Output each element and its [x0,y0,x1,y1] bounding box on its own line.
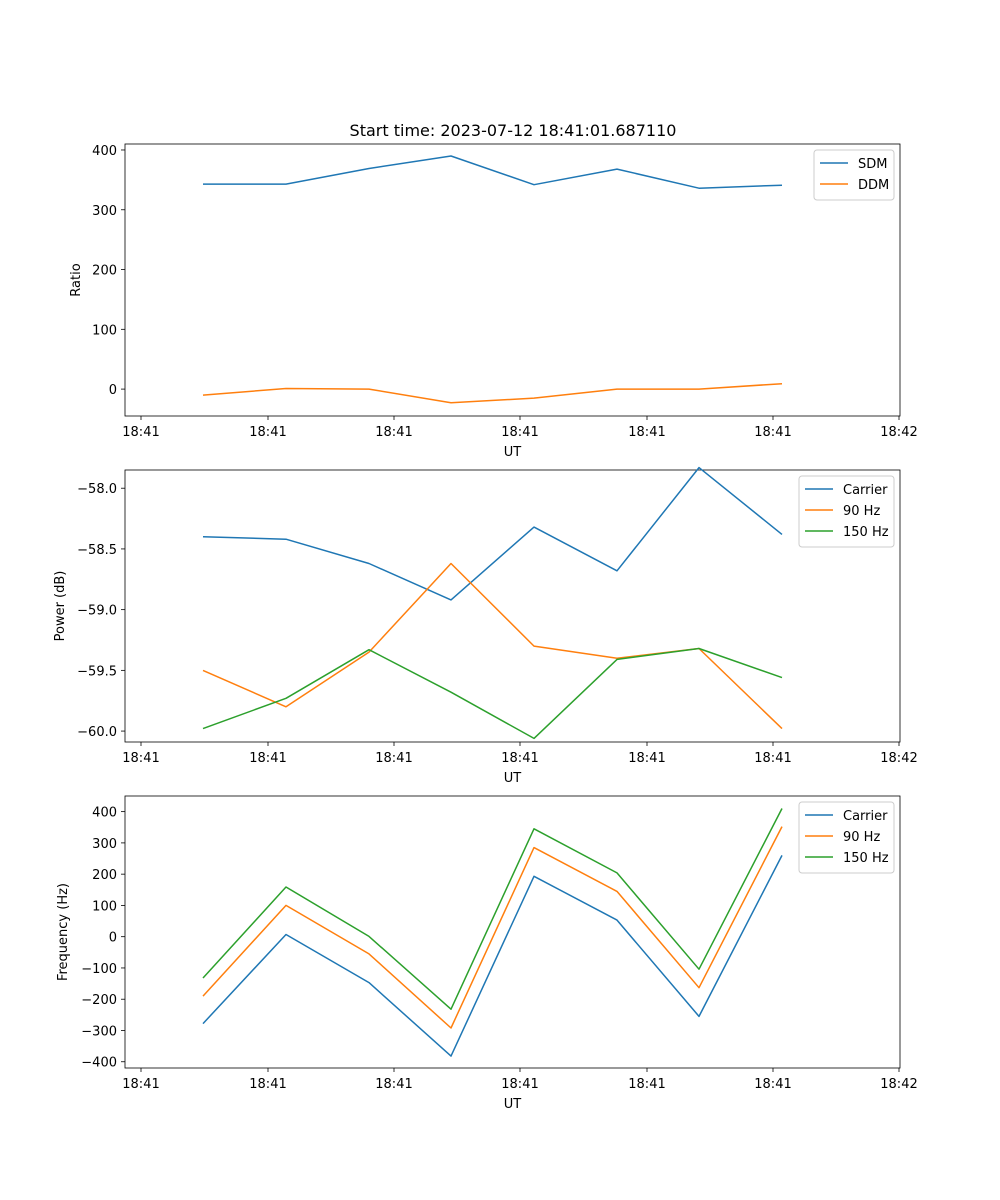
ratio-y-tick-label: 400 [92,144,117,159]
frequency-legend-label-carrier: Carrier [843,809,888,824]
ratio-y-axis-label: Ratio [69,263,84,296]
frequency-x-tick-label: 18:42 [880,1077,917,1092]
ratio-x-tick-label: 18:41 [375,425,412,440]
power-x-tick-label: 18:42 [880,751,917,766]
ratio-legend-label-ddm: DDM [858,178,889,193]
frequency-x-tick-label: 18:41 [122,1077,159,1092]
frequency-series-carrier-line [202,855,783,1057]
frequency-series-90-hz-line [202,826,783,1029]
frequency-y-tick-label: −100 [81,962,117,977]
power-series-150-hz-line [202,647,783,740]
power-y-tick-label: −58.0 [77,482,117,497]
frequency-y-axis-label: Frequency (Hz) [56,883,71,981]
ratio-axes-frame [124,143,901,417]
ratio-x-tick-label: 18:41 [754,425,791,440]
power-y-tick-label: −59.5 [77,664,117,679]
power-x-tick-label: 18:41 [754,751,791,766]
power-x-tick-label: 18:41 [628,751,665,766]
frequency-x-tick-label: 18:41 [754,1077,791,1092]
power-y-tick-label: −59.0 [77,604,117,619]
ratio-x-axis-label: UT [504,445,522,460]
ratio-series-ddm-line [202,382,783,404]
power-x-tick-label: 18:41 [375,751,412,766]
frequency-series-150-hz-line [202,808,783,1010]
frequency-axes-frame [124,795,901,1069]
power-y-tick-label: −58.5 [77,543,117,558]
ratio-y-tick-label: 200 [92,264,117,279]
power-x-axis-label: UT [504,771,522,786]
frequency-y-tick-label: 300 [92,837,117,852]
frequency-y-tick-label: 400 [92,806,117,821]
power-legend-label-carrier: Carrier [843,483,888,498]
power-series-carrier-line [202,466,783,601]
frequency-x-tick-label: 18:41 [501,1077,538,1092]
ratio-y-tick-label: 300 [92,204,117,219]
frequency-x-tick-label: 18:41 [249,1077,286,1092]
frequency-y-tick-label: 0 [109,931,117,946]
frequency-y-tick-label: −200 [81,993,117,1008]
ratio-x-tick-label: 18:41 [501,425,538,440]
frequency-x-tick-label: 18:41 [628,1077,665,1092]
frequency-y-tick-label: −400 [81,1056,117,1071]
frequency-legend-label-90-hz: 90 Hz [843,830,880,845]
ratio-y-tick-label: 100 [92,323,117,338]
ratio-panel: 18:41 18:41 18:41 18:41 18:41 18:41 18:42 0 100 2… [69,143,918,460]
ratio-legend-label-sdm: SDM [858,157,887,172]
power-y-axis-label: Power (dB) [53,571,68,642]
ratio-x-tick-label: 18:41 [628,425,665,440]
power-y-tick-label: −60.0 [77,725,117,740]
frequency-y-tick-label: −300 [81,1024,117,1039]
ratio-y-tick-label: 0 [109,383,117,398]
power-legend-label-150-hz: 150 Hz [843,525,889,540]
frequency-x-tick-label: 18:41 [375,1077,412,1092]
ratio-x-tick-label: 18:41 [249,425,286,440]
frequency-y-tick-label: 200 [92,868,117,883]
ratio-x-tick-label: 18:42 [880,425,917,440]
ratio-x-tick-label: 18:41 [122,425,159,440]
power-x-tick-label: 18:41 [249,751,286,766]
ratio-series-sdm-line [203,155,783,189]
power-legend-label-90-hz: 90 Hz [843,504,880,519]
power-x-tick-label: 18:41 [122,751,159,766]
frequency-x-axis-label: UT [504,1097,522,1112]
frequency-panel: 18:41 18:41 18:41 18:41 18:41 18:41 18:42 −400 −… [56,795,918,1112]
frequency-y-tick-label: 100 [92,899,117,914]
power-legend [798,475,895,548]
power-panel: 18:41 18:41 18:41 18:41 18:41 18:41 18:42 −60.0… [53,466,918,786]
frequency-legend [798,801,895,874]
power-x-tick-label: 18:41 [501,751,538,766]
power-axes-frame [124,469,901,743]
frequency-legend-label-150-hz: 150 Hz [843,851,889,866]
figure-title: Start time: 2023-07-12 18:41:01.687110 [350,121,677,140]
